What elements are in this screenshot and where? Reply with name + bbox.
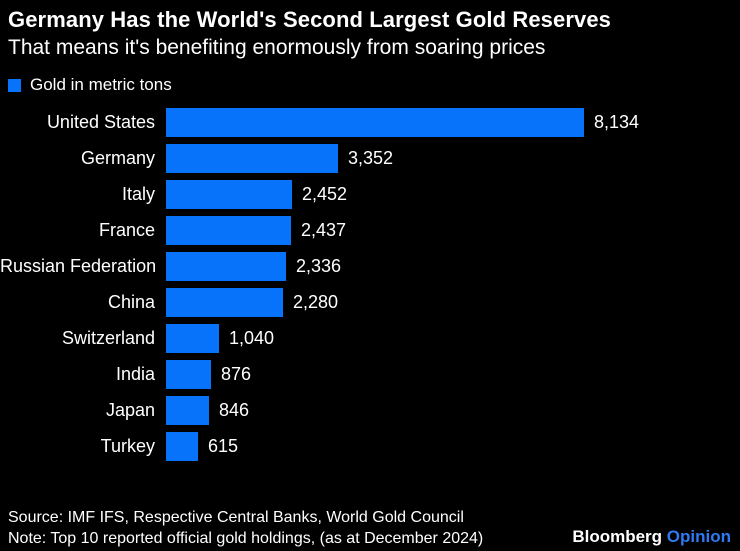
bar-track: 3,352 — [166, 143, 726, 173]
category-label: United States — [46, 111, 155, 132]
footer-text: Source: IMF IFS, Respective Central Bank… — [8, 507, 483, 549]
value-label: 2,437 — [301, 219, 347, 240]
bar-track: 2,336 — [166, 251, 726, 281]
bar-row: Turkey 615 — [0, 428, 740, 464]
value-label: 876 — [221, 363, 252, 384]
bar — [166, 179, 292, 209]
bar-row: China 2,280 — [0, 284, 740, 320]
category-label: Germany — [80, 147, 155, 168]
bar — [166, 251, 286, 281]
chart-subtitle: That means it's benefiting enormously fr… — [8, 36, 546, 59]
value-label: 846 — [219, 399, 250, 420]
bar — [166, 431, 198, 461]
category-label: India — [115, 363, 155, 384]
bar — [166, 215, 291, 245]
bar-chart: United States 8,134 Germany 3,352 Italy 2,452… — [0, 104, 740, 464]
bar-row: Germany 3,352 — [0, 140, 740, 176]
footer: Source: IMF IFS, Respective Central Bank… — [8, 507, 731, 549]
bar-track: 1,040 — [166, 323, 726, 353]
bar-row: Russian Federation 2,336 — [0, 248, 740, 284]
bar-track: 2,452 — [166, 179, 726, 209]
value-label: 1,040 — [229, 327, 275, 348]
value-label: 615 — [208, 435, 239, 456]
legend-label: Gold in metric tons — [30, 75, 172, 94]
brand-product: Opinion — [666, 527, 731, 546]
bar — [166, 395, 209, 425]
bar-row: India 876 — [0, 356, 740, 392]
bar — [166, 107, 584, 137]
value-label: 3,352 — [348, 147, 394, 168]
bar — [166, 143, 338, 173]
bar-row: United States 8,134 — [0, 104, 740, 140]
source-line: Source: IMF IFS, Respective Central Bank… — [8, 509, 464, 526]
category-label: Russian Federation — [0, 255, 157, 276]
category-label: China — [107, 291, 155, 312]
bar-track: 846 — [166, 395, 726, 425]
brand-name: Bloomberg — [572, 527, 663, 546]
value-label: 2,336 — [296, 255, 342, 276]
bloomberg-opinion-logo: Bloomberg Opinion — [572, 527, 731, 549]
bar-row: Italy 2,452 — [0, 176, 740, 212]
value-label: 2,452 — [302, 183, 348, 204]
bar-track: 2,437 — [166, 215, 726, 245]
bar-row: Japan 846 — [0, 392, 740, 428]
chart-title: Germany Has the World's Second Largest G… — [8, 7, 612, 32]
note-line: Note: Top 10 reported official gold hold… — [8, 530, 484, 547]
category-label: Turkey — [100, 435, 155, 456]
bar-track: 2,280 — [166, 287, 726, 317]
value-label: 2,280 — [293, 291, 339, 312]
bar-track: 876 — [166, 359, 726, 389]
bar — [166, 323, 219, 353]
value-label: 8,134 — [594, 111, 640, 132]
bar — [166, 359, 211, 389]
bar-track: 615 — [166, 431, 726, 461]
category-label: France — [98, 219, 155, 240]
category-label: Japan — [105, 399, 155, 420]
legend: Gold in metric tons — [8, 75, 740, 95]
bar-row: Switzerland 1,040 — [0, 320, 740, 356]
category-label: Switzerland — [61, 327, 155, 348]
legend-swatch-icon — [8, 78, 21, 92]
bar — [166, 287, 283, 317]
category-label: Italy — [121, 183, 155, 204]
bar-track: 8,134 — [166, 107, 726, 137]
bar-row: France 2,437 — [0, 212, 740, 248]
